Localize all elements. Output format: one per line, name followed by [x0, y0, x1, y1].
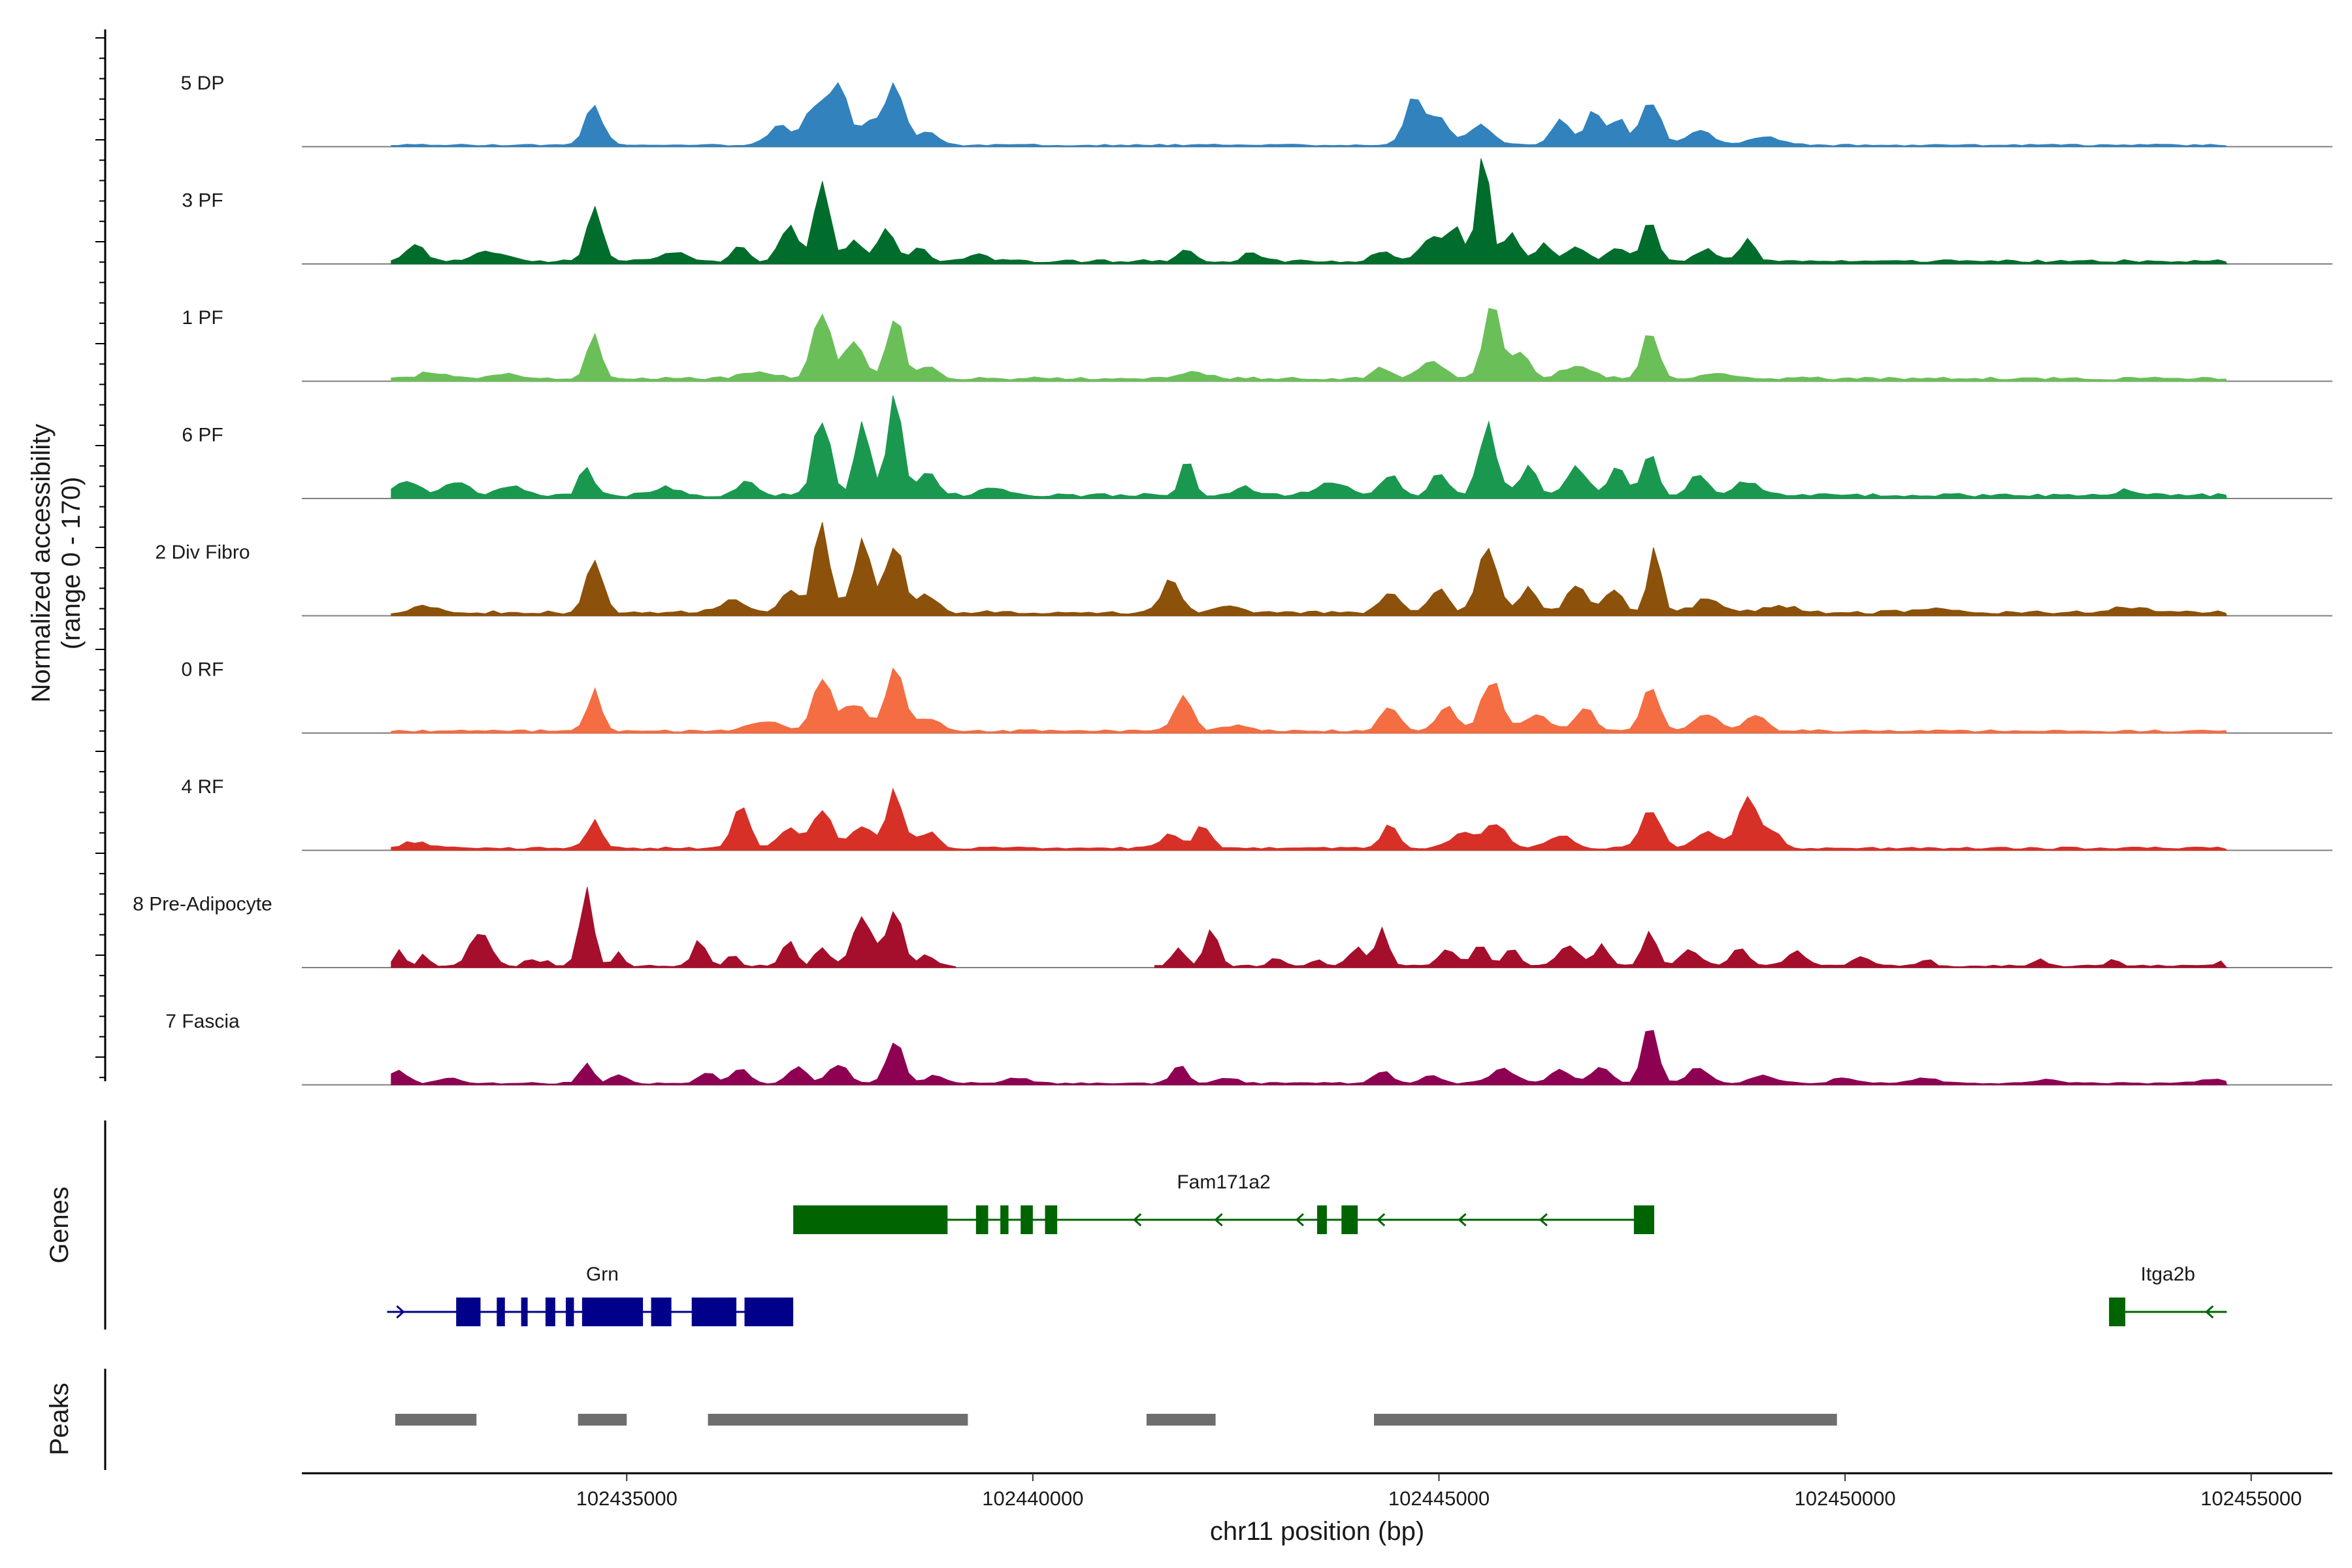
strand-arrow — [1376, 1213, 1386, 1227]
gene-fam171a2: Fam171a2 — [793, 1171, 1654, 1234]
gene-exon — [2109, 1298, 2125, 1326]
gene-exon — [545, 1298, 555, 1326]
track-3-pf: 3 PF — [182, 158, 2332, 265]
track-7-fascia: 7 Fascia — [165, 1011, 2332, 1086]
x-tick-label: 102455000 — [2200, 1487, 2302, 1510]
track-label: 0 RF — [181, 659, 223, 681]
track-label: 6 PF — [182, 425, 223, 446]
gene-itga2b: Itga2b — [2109, 1264, 2227, 1326]
track-label: 2 Div Fibro — [155, 542, 250, 563]
track-2-div-fibro: 2 Div Fibro — [155, 522, 2332, 617]
gene-exon — [456, 1298, 481, 1326]
coverage-area — [391, 522, 2228, 616]
y-axis-title-main: Normalized accessibility — [27, 424, 56, 703]
strand-arrow — [1295, 1213, 1304, 1227]
track-label: 5 DP — [181, 73, 225, 94]
peak-region — [708, 1414, 968, 1426]
coverage-area — [1154, 926, 2228, 968]
gene-exon — [744, 1298, 794, 1326]
gene-exon — [1317, 1205, 1327, 1234]
coverage-area — [391, 82, 2228, 147]
strand-arrow — [2205, 1305, 2214, 1319]
track-0-rf: 0 RF — [181, 659, 2332, 734]
track-label: 8 Pre-Adipocyte — [133, 894, 272, 915]
strand-arrow — [1539, 1213, 1548, 1227]
coverage-area — [391, 395, 2228, 499]
gene-label: Itga2b — [2141, 1264, 2195, 1285]
track-4-rf: 4 RF — [181, 776, 2332, 851]
gene-exon — [691, 1298, 737, 1326]
peaks-track — [395, 1414, 1837, 1426]
coverage-area — [391, 787, 2228, 851]
gene-exon — [521, 1298, 528, 1326]
peak-region — [1146, 1414, 1216, 1426]
gene-exon — [1633, 1205, 1654, 1234]
gene-exon — [1045, 1205, 1058, 1234]
strand-arrow — [1133, 1213, 1142, 1227]
track-1-pf: 1 PF — [182, 307, 2332, 382]
gene-exon — [1341, 1205, 1358, 1234]
x-axis-title: chr11 position (bp) — [1210, 1517, 1424, 1546]
gene-exon — [651, 1298, 672, 1326]
track-8-pre-adipocyte: 8 Pre-Adipocyte — [133, 887, 2332, 968]
coverage-area — [391, 1030, 2228, 1085]
gene-exon — [1000, 1205, 1009, 1234]
coverage-tracks: 5 DP 3 PF 1 PF 6 PF 2 Div Fibro 0 RF 4 RF 8 Pre… — [133, 73, 2332, 1086]
peak-region — [395, 1414, 477, 1426]
gene-exon — [581, 1298, 644, 1326]
y-axis-title-range: (range 0 - 170) — [57, 477, 86, 650]
coverage-area — [391, 667, 2228, 734]
coverage-area — [391, 887, 956, 968]
coverage-area — [391, 158, 2228, 265]
x-tick-label: 102450000 — [1794, 1487, 1895, 1510]
gene-label: Fam171a2 — [1177, 1171, 1270, 1193]
x-tick-label: 102440000 — [982, 1487, 1083, 1510]
peaks-track-label: Peaks — [45, 1382, 74, 1455]
strand-arrow — [1458, 1213, 1467, 1227]
y-axis-title: Normalized accessibility (range 0 - 170) — [27, 424, 86, 703]
strand-arrow — [1214, 1213, 1223, 1227]
gene-exon — [975, 1205, 988, 1234]
gene-exon — [566, 1298, 574, 1326]
peak-region — [578, 1414, 627, 1426]
gene-exon — [1021, 1205, 1033, 1234]
track-label: 4 RF — [181, 776, 223, 798]
gene-label: Grn — [586, 1264, 619, 1285]
gene-exon — [793, 1205, 948, 1234]
gene-grn: Grn — [387, 1264, 794, 1326]
track-label: 7 Fascia — [165, 1011, 240, 1032]
genes-track-label: Genes — [45, 1186, 74, 1264]
peak-region — [1374, 1414, 1837, 1426]
track-6-pf: 6 PF — [182, 395, 2332, 499]
strand-arrow — [396, 1305, 405, 1319]
x-tick-label: 102435000 — [576, 1487, 678, 1510]
x-axis-ticks: 102435000 102440000 102445000 102450000 1024… — [576, 1473, 2302, 1510]
y-axis-ticks — [95, 37, 105, 1079]
track-label: 3 PF — [182, 190, 223, 212]
track-label: 1 PF — [182, 307, 223, 329]
gene-exon — [497, 1298, 505, 1326]
x-tick-label: 102445000 — [1388, 1487, 1490, 1510]
track-5-dp: 5 DP — [181, 73, 2332, 148]
coverage-area — [391, 308, 2228, 382]
gene-track: Fam171a2 Grn Itga2b — [387, 1171, 2227, 1326]
